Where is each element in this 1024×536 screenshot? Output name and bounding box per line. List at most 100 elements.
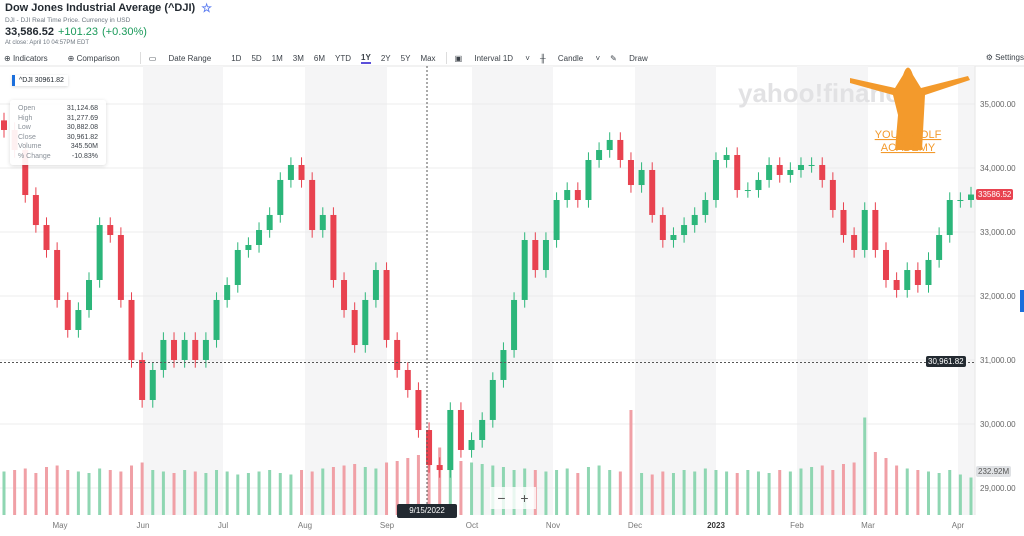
price-change: +101.23 bbox=[57, 26, 99, 38]
candle bbox=[309, 179, 316, 231]
candle bbox=[882, 249, 889, 280]
tooltip-value: 345.50M bbox=[70, 143, 98, 150]
x-tick-label: Dec bbox=[628, 521, 642, 530]
volume-bar bbox=[895, 465, 899, 515]
candle bbox=[139, 360, 146, 400]
settings-button[interactable]: ⚙ Settings bbox=[986, 53, 1024, 62]
volume-bar bbox=[661, 471, 665, 515]
candle bbox=[330, 214, 337, 280]
range-5y[interactable]: 5Y bbox=[400, 53, 411, 63]
indicators-button[interactable]: ⊕ Indicators bbox=[4, 53, 48, 63]
candle bbox=[86, 280, 93, 311]
range-3m[interactable]: 3M bbox=[292, 53, 304, 63]
y-tick-label: 35,000.00 bbox=[980, 100, 1016, 109]
candle bbox=[649, 169, 656, 215]
candle bbox=[872, 209, 879, 250]
volume-bar bbox=[714, 470, 718, 515]
zoom-out-button[interactable]: − bbox=[497, 490, 506, 506]
series-tag: ^DJI 30961.82 bbox=[12, 75, 68, 86]
candle bbox=[819, 164, 826, 180]
candle bbox=[479, 419, 486, 440]
candle-button[interactable]: ╫ Candle ˅ bbox=[539, 53, 601, 63]
volume-tag: 232.92M bbox=[976, 466, 1012, 477]
candle bbox=[659, 214, 666, 240]
volume-bar bbox=[459, 461, 463, 515]
candle bbox=[202, 339, 209, 360]
candle bbox=[564, 190, 571, 200]
volume-bar bbox=[151, 470, 155, 515]
volume-bar bbox=[161, 471, 165, 515]
volume-bar bbox=[629, 410, 633, 515]
volume-bar bbox=[438, 447, 442, 515]
y-tick-label: 34,000.00 bbox=[980, 164, 1016, 173]
range-5d[interactable]: 5D bbox=[251, 53, 262, 63]
candle bbox=[160, 339, 167, 370]
volume-bar bbox=[703, 468, 707, 515]
candle bbox=[606, 139, 613, 151]
interval-button[interactable]: ▣ Interval 1D ˅ bbox=[454, 53, 530, 63]
month-band bbox=[958, 66, 975, 515]
candle bbox=[766, 164, 773, 180]
range-1d[interactable]: 1D bbox=[231, 53, 242, 63]
volume-bar bbox=[23, 468, 27, 515]
tooltip-row: Open 31,124.68 bbox=[18, 104, 98, 114]
candle bbox=[829, 179, 836, 210]
x-tick-label: Nov bbox=[546, 521, 560, 530]
candle bbox=[851, 235, 858, 250]
zoom-in-button[interactable]: + bbox=[520, 490, 529, 506]
volume-bar bbox=[278, 473, 282, 515]
date-range-label: Date Range bbox=[168, 53, 212, 63]
candle bbox=[54, 249, 61, 300]
range-max[interactable]: Max bbox=[420, 53, 436, 63]
volume-bar bbox=[852, 462, 856, 515]
candle bbox=[64, 299, 71, 330]
volume-bar bbox=[374, 468, 378, 515]
gear-icon: ⚙ bbox=[985, 53, 993, 62]
candle bbox=[702, 200, 709, 215]
pencil-icon: ✎ bbox=[610, 53, 617, 63]
x-tick-label: Oct bbox=[466, 521, 479, 530]
month-band bbox=[797, 66, 868, 515]
draw-button[interactable]: ✎ Draw bbox=[610, 54, 658, 63]
range-6m[interactable]: 6M bbox=[313, 53, 326, 63]
page-title: Dow Jones Industrial Average (^DJI) bbox=[5, 2, 196, 14]
candle bbox=[744, 190, 751, 192]
tooltip-label: Open bbox=[18, 105, 36, 112]
candle bbox=[75, 310, 82, 330]
candle bbox=[457, 409, 464, 450]
comparison-button[interactable]: ⊕ Comparison bbox=[67, 53, 120, 63]
range-ytd[interactable]: YTD bbox=[335, 53, 352, 63]
interval-icon: ▣ bbox=[454, 53, 463, 63]
candle bbox=[192, 339, 199, 360]
candle bbox=[149, 369, 156, 400]
range-1m[interactable]: 1M bbox=[271, 53, 283, 63]
star-icon[interactable]: ☆ bbox=[201, 1, 212, 15]
range-2y[interactable]: 2Y bbox=[380, 53, 391, 63]
candle bbox=[925, 259, 932, 285]
draw-label: Draw bbox=[629, 53, 648, 63]
candle bbox=[734, 155, 741, 191]
volume-bar bbox=[884, 458, 888, 515]
volume-bar bbox=[565, 468, 569, 515]
volume-bar bbox=[586, 467, 590, 515]
volume-bar bbox=[416, 455, 420, 515]
volume-bar bbox=[225, 471, 229, 515]
candle bbox=[797, 164, 804, 170]
candle bbox=[128, 299, 135, 360]
range-1y[interactable]: 1Y bbox=[361, 52, 371, 64]
date-range-button[interactable]: ▭ Date Range bbox=[149, 54, 222, 63]
tooltip-value: 31,277.69 bbox=[66, 114, 98, 122]
candle-label: Candle bbox=[557, 53, 584, 63]
chart-toolbar: ⊕ Indicators ⊕ Comparison ▭ Date Range 1… bbox=[4, 50, 1024, 66]
tooltip-value: 30,882.08 bbox=[66, 124, 98, 131]
candle bbox=[681, 225, 688, 236]
volume-bar bbox=[215, 470, 219, 515]
volume-bar bbox=[735, 473, 739, 515]
volume-bar bbox=[597, 465, 601, 515]
indicators-label: Indicators bbox=[12, 53, 48, 63]
volume-bar bbox=[799, 468, 803, 515]
volume-bar bbox=[321, 468, 325, 515]
volume-bar bbox=[427, 452, 431, 515]
candle bbox=[489, 379, 496, 420]
